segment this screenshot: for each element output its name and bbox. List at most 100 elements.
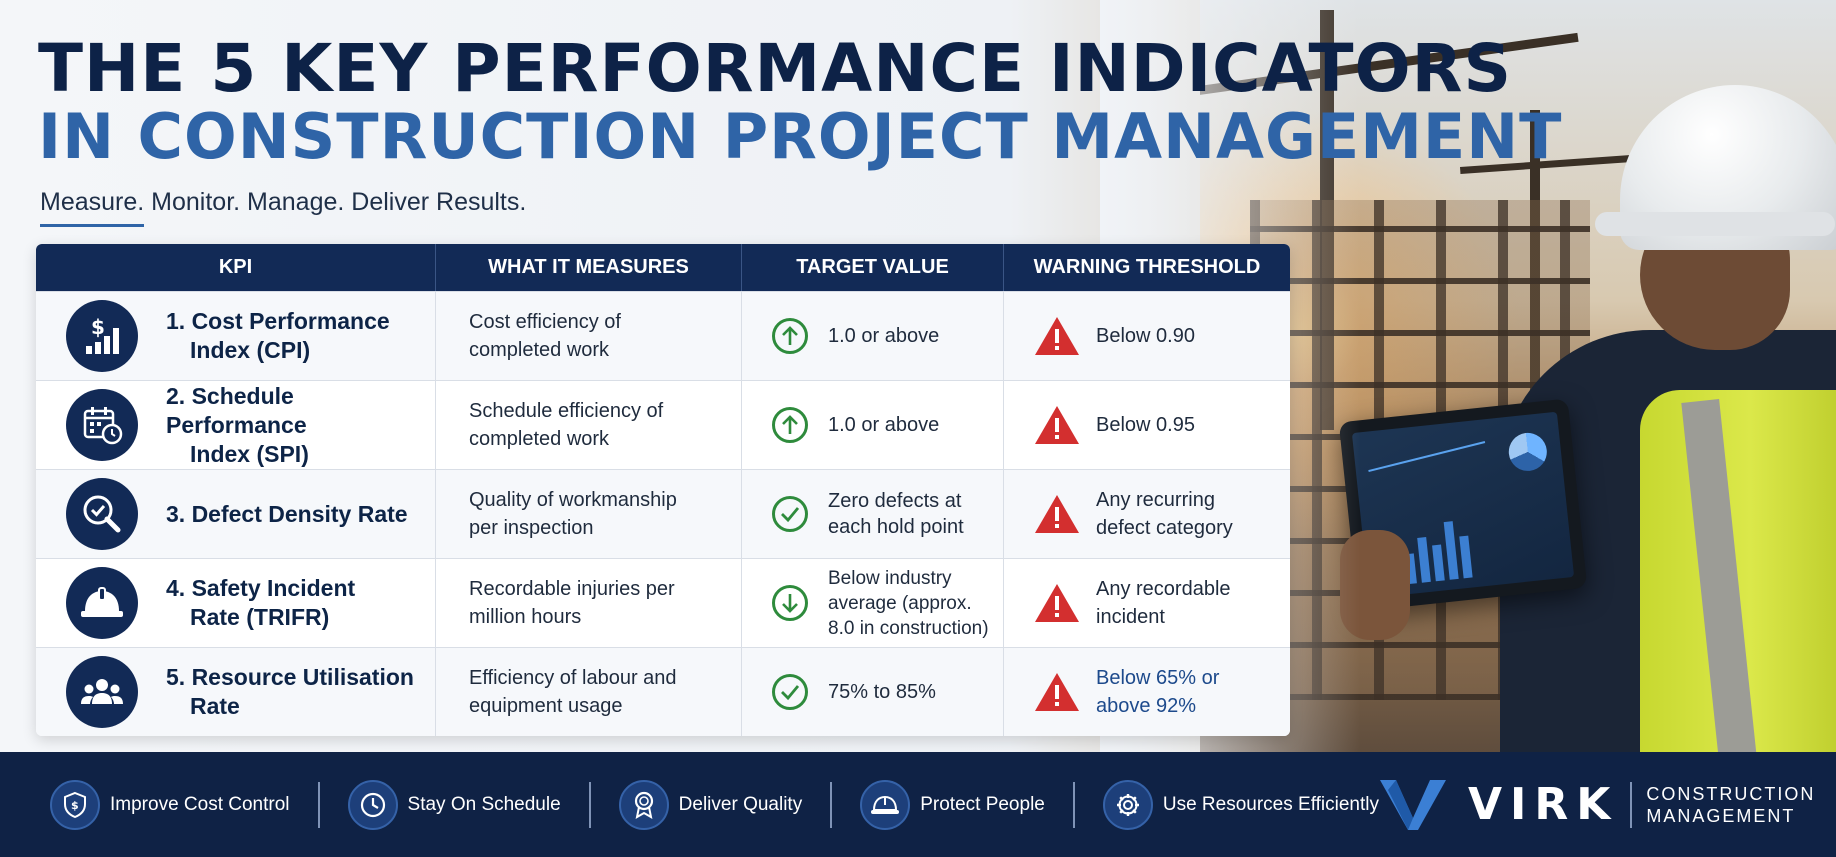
table-row: 3. Defect Density Rate Quality of workma… bbox=[36, 469, 1290, 558]
target-value: Below industry average (approx. 8.0 in c… bbox=[828, 567, 989, 639]
footer-divider bbox=[1072, 781, 1075, 828]
gear-icon bbox=[1102, 779, 1153, 830]
svg-text:$: $ bbox=[91, 315, 105, 339]
warning-cell: Any recurring defect category bbox=[1004, 470, 1290, 558]
dashboard-bar bbox=[1432, 544, 1445, 582]
magnifier-check-icon bbox=[66, 478, 138, 550]
people-icon bbox=[66, 656, 138, 728]
kpi-name-line2: Index (CPI) bbox=[190, 337, 311, 363]
kpi-cell: 3. Defect Density Rate bbox=[36, 470, 436, 558]
kpi-name-line1: 5. Resource Utilisation bbox=[166, 664, 414, 690]
logo-divider bbox=[1630, 781, 1633, 828]
dashboard-pie-chart bbox=[1506, 431, 1549, 473]
kpi-name-line1: 3. Defect Density Rate bbox=[166, 500, 408, 527]
footer-item-schedule: Stay On Schedule bbox=[347, 752, 561, 857]
footer-divider bbox=[830, 781, 833, 828]
shield-dollar-icon: $ bbox=[50, 779, 100, 830]
warning-cell: Below 0.90 bbox=[1004, 292, 1290, 380]
footer-divider bbox=[588, 781, 591, 828]
logo-wordmark: VIRK bbox=[1468, 779, 1619, 830]
kpi-name: 1. Cost Performance Index (CPI) bbox=[166, 307, 435, 365]
warning-cell: Any recordable incident bbox=[1004, 559, 1290, 647]
kpi-cell: 4. Safety Incident Rate (TRIFR) bbox=[36, 559, 436, 647]
logo-sub-line1: CONSTRUCTION bbox=[1646, 783, 1816, 804]
kpi-name: 4. Safety Incident Rate (TRIFR) bbox=[166, 574, 435, 632]
kpi-name-line1: 4. Safety Incident bbox=[166, 575, 356, 601]
warning-triangle-icon bbox=[1035, 495, 1079, 533]
footer-divider bbox=[317, 781, 320, 828]
footer-item-resources: Use Resources Efficiently bbox=[1102, 752, 1379, 857]
warning-threshold: Below 65% or above 92% bbox=[1096, 667, 1220, 717]
kpi-name-line2: Index (SPI) bbox=[190, 440, 309, 467]
award-ribbon-icon bbox=[618, 779, 669, 830]
kpi-name-line2: Rate bbox=[190, 693, 240, 719]
footer-bar: $ Improve Cost Control Stay On Schedule … bbox=[0, 752, 1836, 857]
target-value: Zero defects at each hold point bbox=[828, 490, 964, 538]
kpi-name-line1: 1. Cost Performance bbox=[166, 308, 390, 334]
footer-label: Improve Cost Control bbox=[110, 793, 290, 815]
footer-item-quality: Deliver Quality bbox=[618, 752, 803, 857]
footer-label: Protect People bbox=[920, 793, 1045, 815]
measure-cell: Efficiency of labour and equipment usage bbox=[436, 648, 742, 736]
check-icon bbox=[772, 674, 808, 710]
table-row: 2. Schedule Performance Index (SPI) Sche… bbox=[36, 380, 1290, 469]
svg-text:$: $ bbox=[71, 799, 79, 812]
virk-logo: VIRK CONSTRUCTION MANAGEMENT bbox=[1378, 752, 1815, 857]
measure-cell: Quality of workmanship per inspection bbox=[436, 470, 742, 558]
warning-threshold: Any recurring defect category bbox=[1096, 489, 1233, 539]
target-value: 1.0 or above bbox=[828, 325, 940, 347]
target-cell: Zero defects at each hold point bbox=[742, 470, 1004, 558]
dashboard-bar bbox=[1417, 537, 1431, 583]
kpi-table: KPI WHAT IT MEASURES TARGET VALUE WARNIN… bbox=[36, 244, 1290, 736]
warning-threshold: Any recordable incident bbox=[1096, 578, 1231, 628]
dashboard-bar bbox=[1443, 521, 1459, 580]
calendar-clock-icon bbox=[66, 389, 138, 461]
kpi-cell: 2. Schedule Performance Index (SPI) bbox=[36, 381, 436, 469]
target-cell: 75% to 85% bbox=[742, 648, 1004, 736]
virk-v-mark-icon bbox=[1380, 779, 1446, 830]
warning-triangle-icon bbox=[1035, 406, 1079, 444]
warning-triangle-icon bbox=[1035, 673, 1079, 711]
header-kpi: KPI bbox=[36, 244, 436, 291]
arrow-down-icon bbox=[772, 585, 808, 621]
kpi-name: 2. Schedule Performance Index (SPI) bbox=[166, 382, 435, 469]
warning-triangle-icon bbox=[1035, 584, 1079, 622]
target-value: 1.0 or above bbox=[828, 414, 940, 436]
kpi-name: 5. Resource Utilisation Rate bbox=[166, 663, 435, 721]
measure-cell: Recordable injuries per million hours bbox=[436, 559, 742, 647]
header-warning-threshold: WARNING THRESHOLD bbox=[1033, 256, 1261, 278]
hard-hat-icon bbox=[66, 567, 138, 639]
dollar-chart-icon: $ bbox=[66, 300, 138, 372]
table-row: 4. Safety Incident Rate (TRIFR) Recordab… bbox=[36, 558, 1290, 647]
page-title-line2: IN CONSTRUCTION PROJECT MANAGEMENT bbox=[38, 100, 1563, 173]
helmet-brim bbox=[1595, 212, 1835, 236]
measure-cell: Cost efficiency of completed work bbox=[436, 292, 742, 380]
footer-label: Deliver Quality bbox=[678, 793, 803, 815]
target-cell: 1.0 or above bbox=[742, 292, 1004, 380]
footer-label: Use Resources Efficiently bbox=[1162, 793, 1379, 815]
logo-sub-line2: MANAGEMENT bbox=[1646, 805, 1796, 826]
hard-hat-icon bbox=[860, 779, 911, 830]
warning-cell: Below 0.95 bbox=[1004, 381, 1290, 469]
warning-triangle-icon bbox=[1035, 317, 1079, 355]
table-row: $ 1. Cost Performance Index (CPI) Cost e… bbox=[36, 291, 1290, 380]
kpi-cell: 5. Resource Utilisation Rate bbox=[36, 648, 436, 736]
page-subtitle: Measure. Monitor. Manage. Deliver Result… bbox=[40, 188, 527, 216]
table-header: KPI WHAT IT MEASURES TARGET VALUE WARNIN… bbox=[36, 244, 1290, 291]
target-value: 75% to 85% bbox=[828, 681, 936, 703]
arrow-up-icon bbox=[772, 407, 808, 443]
kpi-name-line2: Rate (TRIFR) bbox=[190, 604, 330, 630]
footer-item-people: Protect People bbox=[860, 752, 1045, 857]
subtitle-underline bbox=[40, 224, 144, 227]
footer-item-cost-control: $ Improve Cost Control bbox=[50, 752, 290, 857]
dashboard-bar bbox=[1459, 535, 1473, 579]
kpi-name-line1: 2. Schedule Performance bbox=[166, 382, 307, 438]
header-what-it-measures: WHAT IT MEASURES bbox=[436, 244, 742, 291]
target-cell: 1.0 or above bbox=[742, 381, 1004, 469]
footer-label: Stay On Schedule bbox=[407, 793, 561, 815]
warning-cell: Below 65% or above 92% bbox=[1004, 648, 1290, 736]
warning-threshold: Below 0.95 bbox=[1096, 414, 1195, 436]
table-row: 5. Resource Utilisation Rate Efficiency … bbox=[36, 647, 1290, 736]
page-title-line1: THE 5 KEY PERFORMANCE INDICATORS bbox=[38, 30, 1513, 107]
clock-icon bbox=[347, 779, 398, 830]
